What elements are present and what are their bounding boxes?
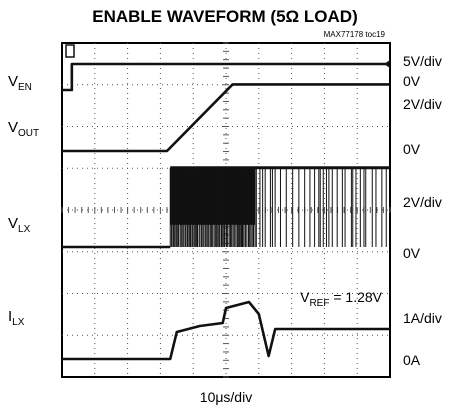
figure-id: MAX77178 toc19: [324, 30, 386, 39]
x-axis-label: 10μs/div: [200, 389, 252, 405]
channel-zero: 0V: [403, 73, 421, 89]
channel-label: ILX: [8, 308, 25, 328]
channel-label: VLX: [8, 215, 31, 235]
channel-scale: 2V/div: [403, 194, 442, 210]
channel-zero: 0V: [403, 245, 421, 261]
channel-label: VOUT: [8, 119, 39, 139]
channel-zero: 0A: [403, 352, 421, 368]
channel-scale: 1A/div: [403, 310, 442, 326]
channel-scale: 2V/div: [403, 96, 442, 112]
chart-title: ENABLE WAVEFORM (5Ω LOAD): [92, 7, 357, 26]
trigger-marker: [66, 45, 74, 57]
channel-scale: 5V/div: [403, 53, 442, 69]
channel-label: VEN: [8, 73, 32, 93]
channel-zero: 0V: [403, 141, 421, 157]
